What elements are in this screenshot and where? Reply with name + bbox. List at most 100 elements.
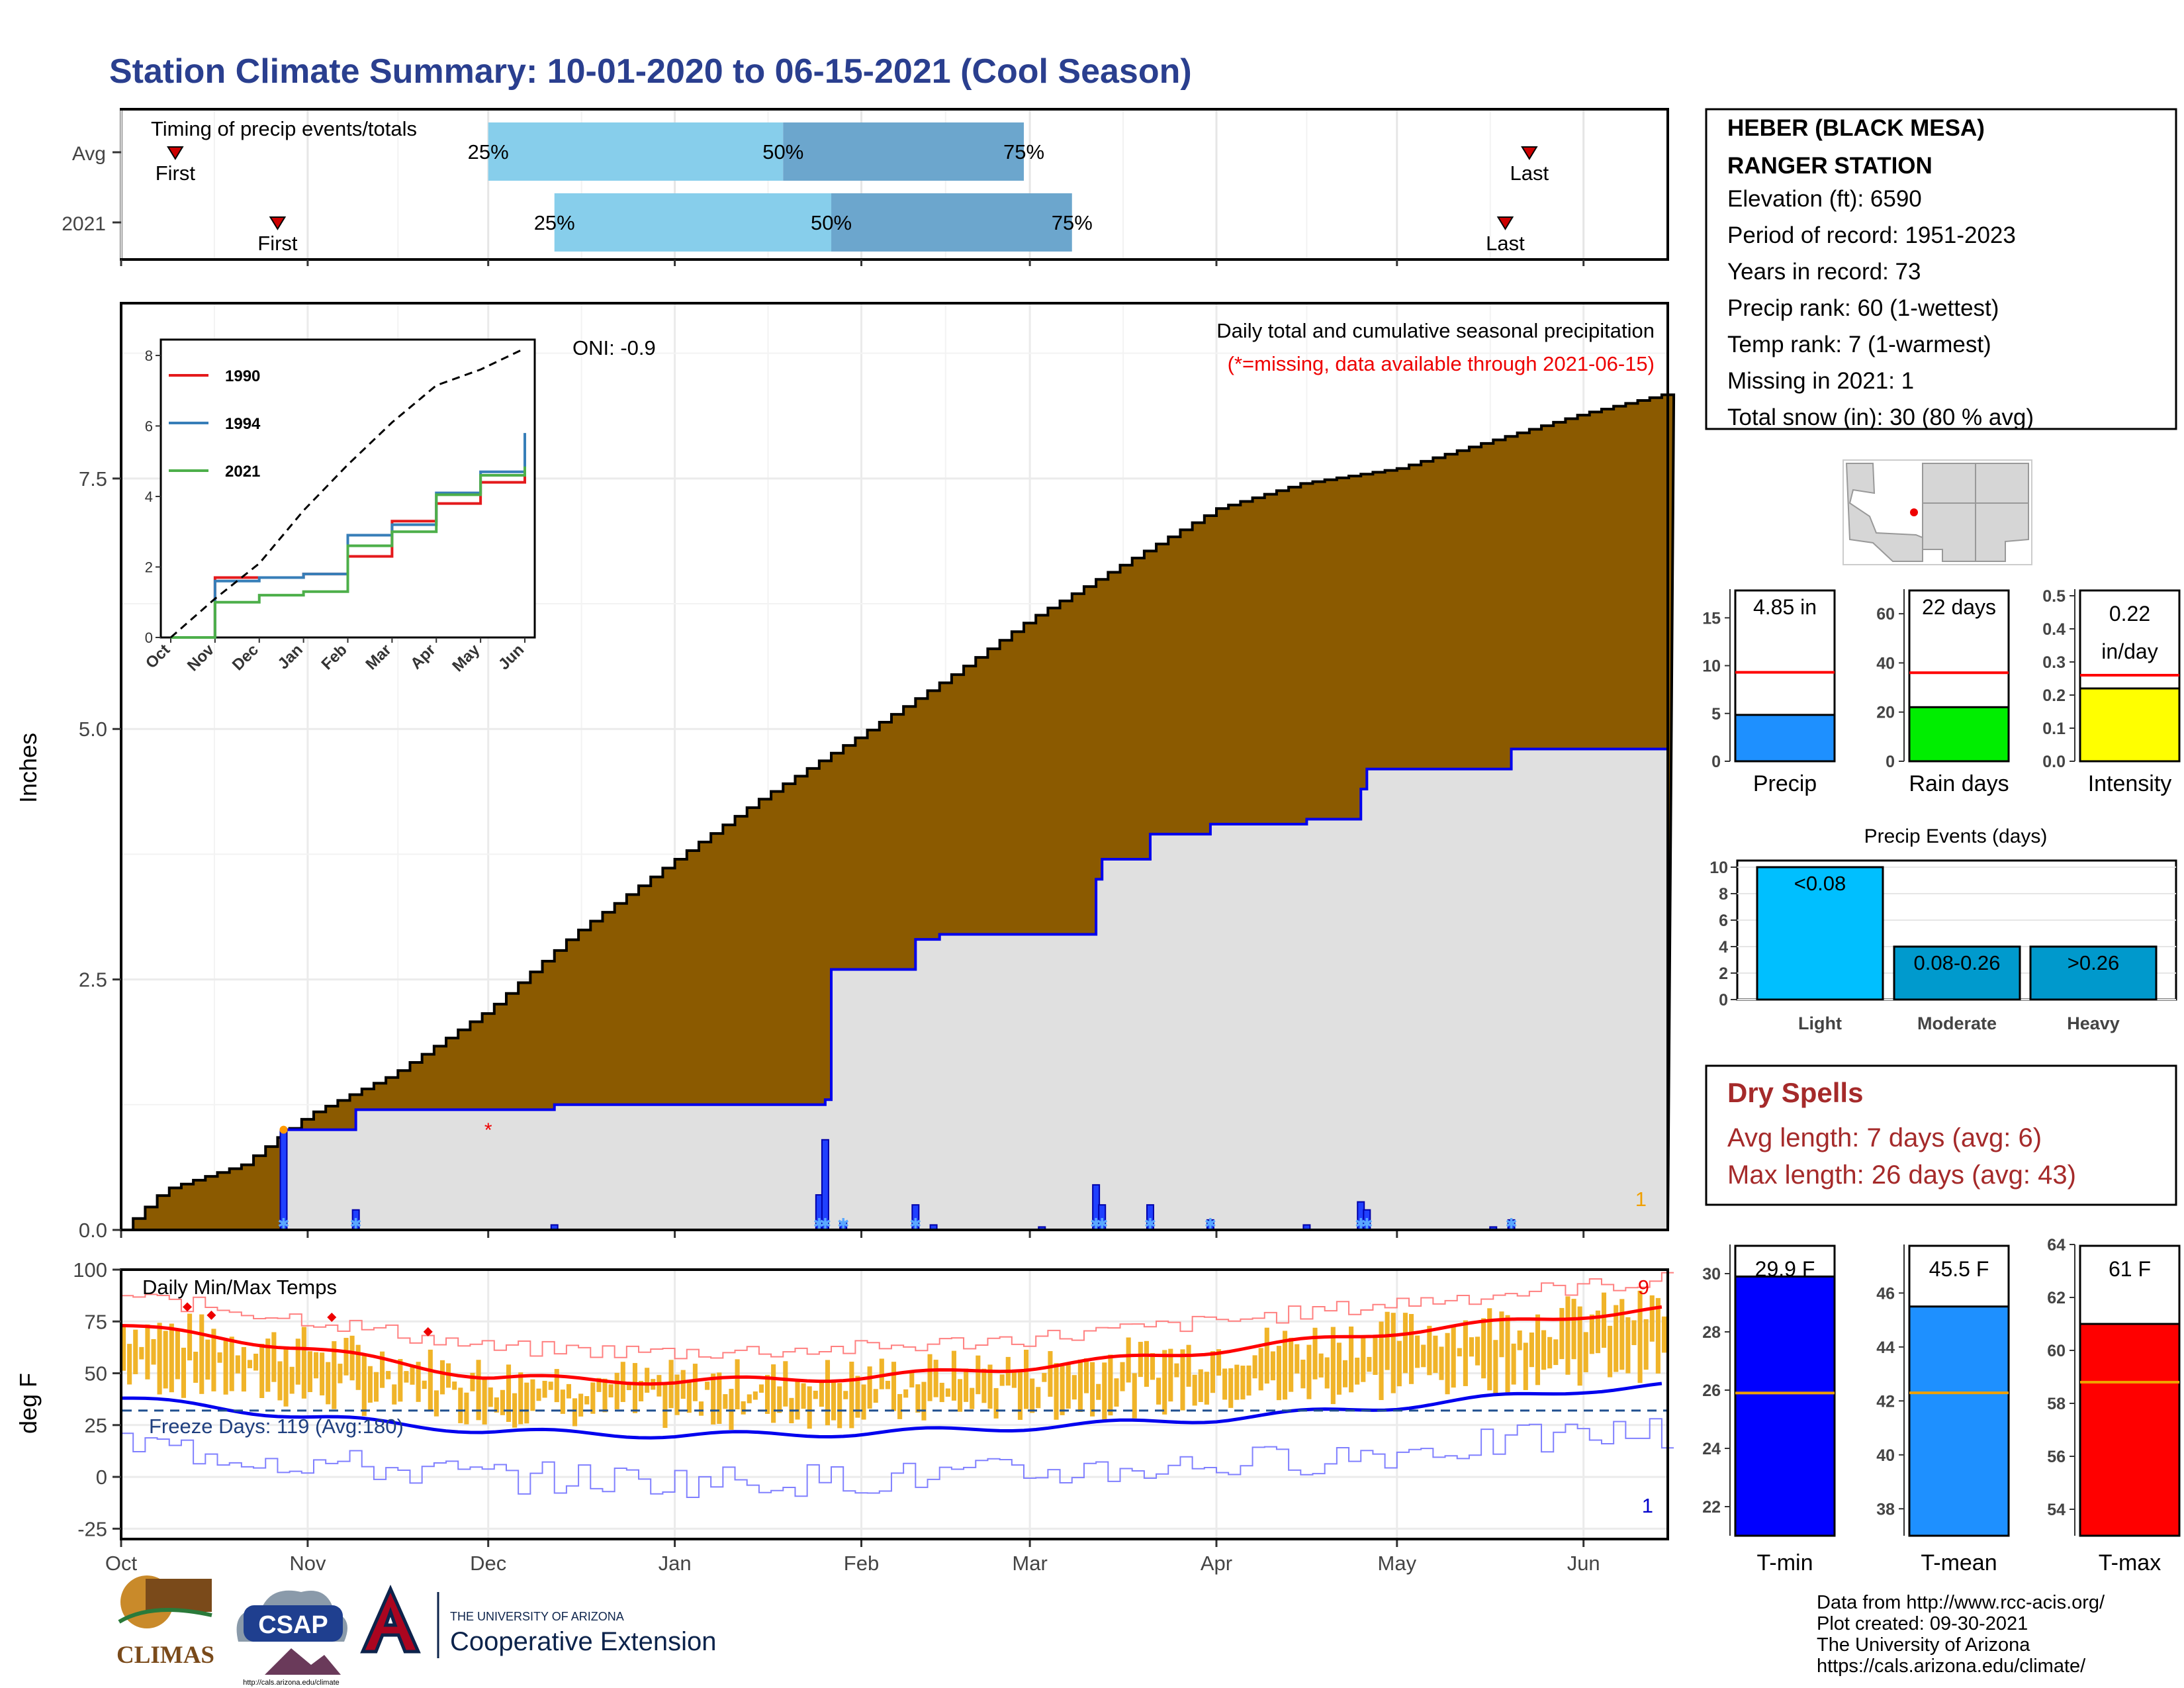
season-total-y-tick-label: 0: [1886, 753, 1895, 771]
mean-temp-bar: [2079, 1323, 2181, 1537]
mean-temp-label: T-min: [1757, 1550, 1813, 1575]
inset-legend-label: 1994: [225, 415, 261, 433]
daily-temp-bar: [764, 1375, 770, 1414]
daily-temp-bar: [632, 1363, 638, 1413]
daily-temp-bar: [1565, 1296, 1570, 1375]
daily-temp-bar: [698, 1401, 704, 1416]
month-label: Jun: [1567, 1552, 1600, 1575]
daily-temp-bar: [1318, 1353, 1324, 1378]
month-label: Feb: [844, 1552, 879, 1575]
ua-logo: THE UNIVERSITY OF ARIZONA Cooperative Ex…: [360, 1584, 716, 1658]
daily-temp-bar: [1083, 1358, 1089, 1393]
csap-badge: [244, 1605, 343, 1642]
missing-day-markers: *: [279, 1119, 492, 1141]
daily-temp-bar: [338, 1364, 343, 1383]
csap-logo-text: CSAP: [258, 1611, 328, 1639]
daily-temp-bar: [1283, 1331, 1288, 1400]
daily-temp-bar: [1036, 1387, 1041, 1409]
observed-cumulative-area: [121, 743, 1668, 1230]
daily-temp-bar: [332, 1341, 337, 1409]
station-years: Years in record: 73: [1727, 259, 1921, 285]
mean-temp-y-tick-label: 38: [1876, 1500, 1895, 1519]
daily-temp-bar: [464, 1392, 469, 1425]
snow-day-marker: ✱: [837, 1215, 849, 1232]
month-label: Oct: [105, 1552, 138, 1575]
daily-temp-bar: [783, 1361, 788, 1407]
daily-temp-bar: [536, 1388, 541, 1401]
dry-spells-avg: Avg length: 7 days (avg: 6): [1727, 1123, 2042, 1152]
daily-temp-bar: [494, 1397, 499, 1413]
daily-temp-bar: [1017, 1370, 1023, 1420]
daily-temp-bar: [1361, 1338, 1366, 1382]
mean-temp-y-tick-label: 62: [2047, 1289, 2066, 1307]
timing-panel: 25% 50% 75% First Last 25% 50% 75% First Last Tim…: [62, 108, 1669, 266]
avg-tmax-line: [120, 1305, 1662, 1386]
daily-temp-bar: [452, 1382, 457, 1390]
daily-temp-bar: [1276, 1346, 1282, 1401]
timing-bar-25-50: [554, 193, 832, 252]
daily-temp-bar: [416, 1362, 421, 1402]
daily-temp-bar: [662, 1383, 668, 1429]
station-snow: Total snow (in): 30 (80 % avg): [1727, 404, 2034, 430]
daily-temp-bar: [897, 1393, 903, 1419]
ua-small-text: THE UNIVERSITY OF ARIZONA: [450, 1610, 624, 1623]
temp-missing-count: 1: [1642, 1494, 1653, 1517]
daily-temp-bar: [560, 1389, 565, 1414]
daily-temp-bar: [373, 1372, 379, 1402]
season-total-bar-frame: [1734, 589, 1836, 763]
daily-temp-bar: [692, 1364, 698, 1401]
first-event-marker: [279, 1125, 288, 1134]
daily-temp-bar: [1499, 1311, 1504, 1358]
daily-temp-bar: [1493, 1340, 1498, 1393]
precip-events-y-tick-label: 0: [1719, 991, 1728, 1009]
daily-temp-bar: [741, 1401, 746, 1415]
season-total-y-tick-label: 0.2: [2042, 686, 2066, 705]
daily-temp-bar: [145, 1324, 150, 1380]
snow-day-marker: ✱: [349, 1215, 361, 1232]
daily-temp-bar: [404, 1371, 409, 1383]
record-high-marker: [183, 1302, 193, 1312]
daily-temp-bar: [1216, 1349, 1222, 1376]
daily-temp-bar: [1541, 1330, 1547, 1370]
daily-temp-bar: [1601, 1292, 1607, 1348]
daily-temp-bar: [747, 1394, 752, 1403]
daily-temp-bar: [645, 1368, 650, 1393]
daily-temp-bar: [320, 1352, 325, 1395]
daily-temp-bar: [909, 1370, 915, 1387]
daily-temp-bar: [970, 1387, 975, 1409]
daily-temp-bar: [1030, 1378, 1035, 1413]
season-total-y-tick-label: 10: [1702, 657, 1721, 676]
daily-temp-bar: [1559, 1307, 1565, 1360]
mean-temp-y-tick-label: 44: [1876, 1338, 1895, 1357]
climas-logo: CLIMAS: [116, 1575, 214, 1669]
station-info-frame: [1705, 108, 2177, 430]
precip-event-bar-label: >0.26: [2068, 951, 2119, 974]
locator-map: [1843, 459, 2032, 565]
daily-temp-bar: [1096, 1383, 1101, 1400]
inset-y-tick-label: 8: [145, 348, 153, 364]
daily-temp-bar: [295, 1338, 300, 1385]
daily-temp-bar: [1168, 1348, 1173, 1402]
daily-temp-bar: [795, 1380, 800, 1420]
daily-temp-bar: [470, 1372, 475, 1391]
daily-temp-bar: [1342, 1360, 1348, 1387]
snow-day-marker: ✱: [277, 1215, 289, 1232]
mean-temp-y-tick-label: 26: [1702, 1382, 1721, 1400]
precip-missing-count: 1: [1635, 1188, 1647, 1211]
inset-y-tick-label: 0: [145, 630, 153, 646]
mean-temp-value: 61 F: [2109, 1257, 2151, 1281]
daily-temp-bar: [241, 1346, 246, 1392]
daily-temp-bar: [1529, 1332, 1534, 1368]
daily-temp-bar: [1042, 1373, 1047, 1382]
snow-day-marker: ✱: [1144, 1215, 1156, 1232]
daily-temp-bar: [855, 1376, 860, 1418]
daily-temp-bar: [193, 1351, 199, 1383]
daily-temp-bar: [1054, 1363, 1059, 1420]
daily-temp-bar: [1156, 1378, 1161, 1405]
climas-logo-wave: [118, 1608, 212, 1624]
daily-temp-bar: [476, 1360, 481, 1421]
daily-temp-bar: [1631, 1320, 1637, 1345]
record-high-line: [121, 1272, 1674, 1360]
